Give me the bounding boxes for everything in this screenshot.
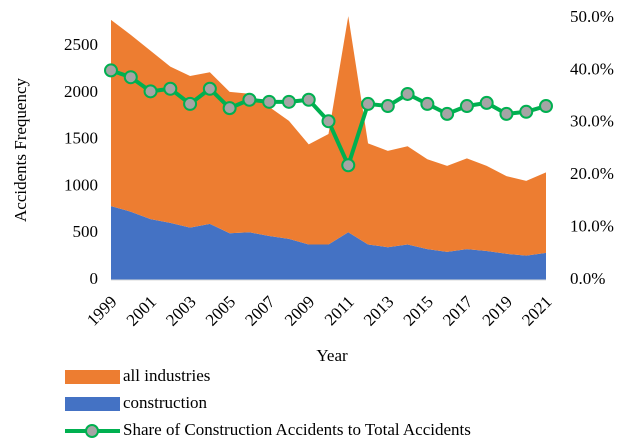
x-tick-label: 2013: [360, 292, 397, 329]
line-marker: [519, 104, 534, 119]
line-marker: [400, 86, 415, 101]
line-marker: [321, 114, 336, 129]
y2-tick-label: 50.0%: [570, 7, 614, 26]
legend-swatch: [65, 397, 120, 411]
y-tick-label: 2000: [64, 82, 98, 101]
line-marker: [242, 92, 257, 107]
line-marker: [479, 95, 494, 110]
line-marker: [183, 96, 198, 111]
line-marker: [459, 99, 474, 114]
line-marker: [539, 99, 553, 114]
x-tick-label: 2003: [162, 292, 199, 329]
legend-label: all industries: [123, 366, 210, 385]
y-tick-label: 2500: [64, 35, 98, 54]
x-tick-label: 2001: [123, 292, 160, 329]
x-tick-label: 2009: [281, 292, 318, 329]
line-marker: [222, 101, 237, 116]
x-tick-label: 2011: [321, 292, 358, 329]
line-marker: [361, 96, 376, 111]
line-marker: [440, 106, 455, 121]
y2-tick-label: 10.0%: [570, 217, 614, 236]
legend-swatch: [65, 370, 120, 384]
line-marker: [301, 92, 316, 107]
y2-tick-label: 0.0%: [570, 269, 605, 288]
x-tick-label: 1999: [83, 292, 120, 329]
area: [111, 16, 546, 256]
x-tick-label: 2019: [479, 292, 516, 329]
y-axis-title: Accidents Frequency: [11, 78, 30, 222]
line-marker: [341, 158, 356, 173]
y-tick-label: 0: [90, 269, 99, 288]
line-marker: [420, 96, 435, 111]
line-marker: [143, 84, 158, 99]
line-marker: [499, 106, 514, 121]
x-axis-title: Year: [316, 346, 348, 365]
legend-label: Share of Construction Accidents to Total…: [123, 420, 471, 439]
line-marker: [262, 94, 277, 109]
y2-tick-label: 40.0%: [570, 59, 614, 78]
y-tick-label: 1000: [64, 175, 98, 194]
x-tick-label: 2021: [518, 292, 555, 329]
line-marker: [380, 99, 395, 114]
area: [111, 206, 546, 280]
legend-marker: [85, 424, 99, 438]
y-tick-label: 500: [73, 222, 99, 241]
line-marker: [163, 81, 178, 96]
line-marker: [123, 70, 138, 85]
line-marker: [202, 81, 217, 96]
x-tick-label: 2015: [399, 292, 436, 329]
line-marker: [281, 94, 296, 109]
x-tick-label: 2007: [241, 292, 279, 330]
x-tick-label: 2005: [202, 292, 239, 329]
x-tick-label: 2017: [439, 292, 477, 330]
line-marker: [104, 63, 118, 78]
y2-tick-label: 20.0%: [570, 164, 614, 183]
legend-label: construction: [123, 393, 208, 412]
y-tick-label: 1500: [64, 129, 98, 148]
y2-tick-label: 30.0%: [570, 112, 614, 131]
